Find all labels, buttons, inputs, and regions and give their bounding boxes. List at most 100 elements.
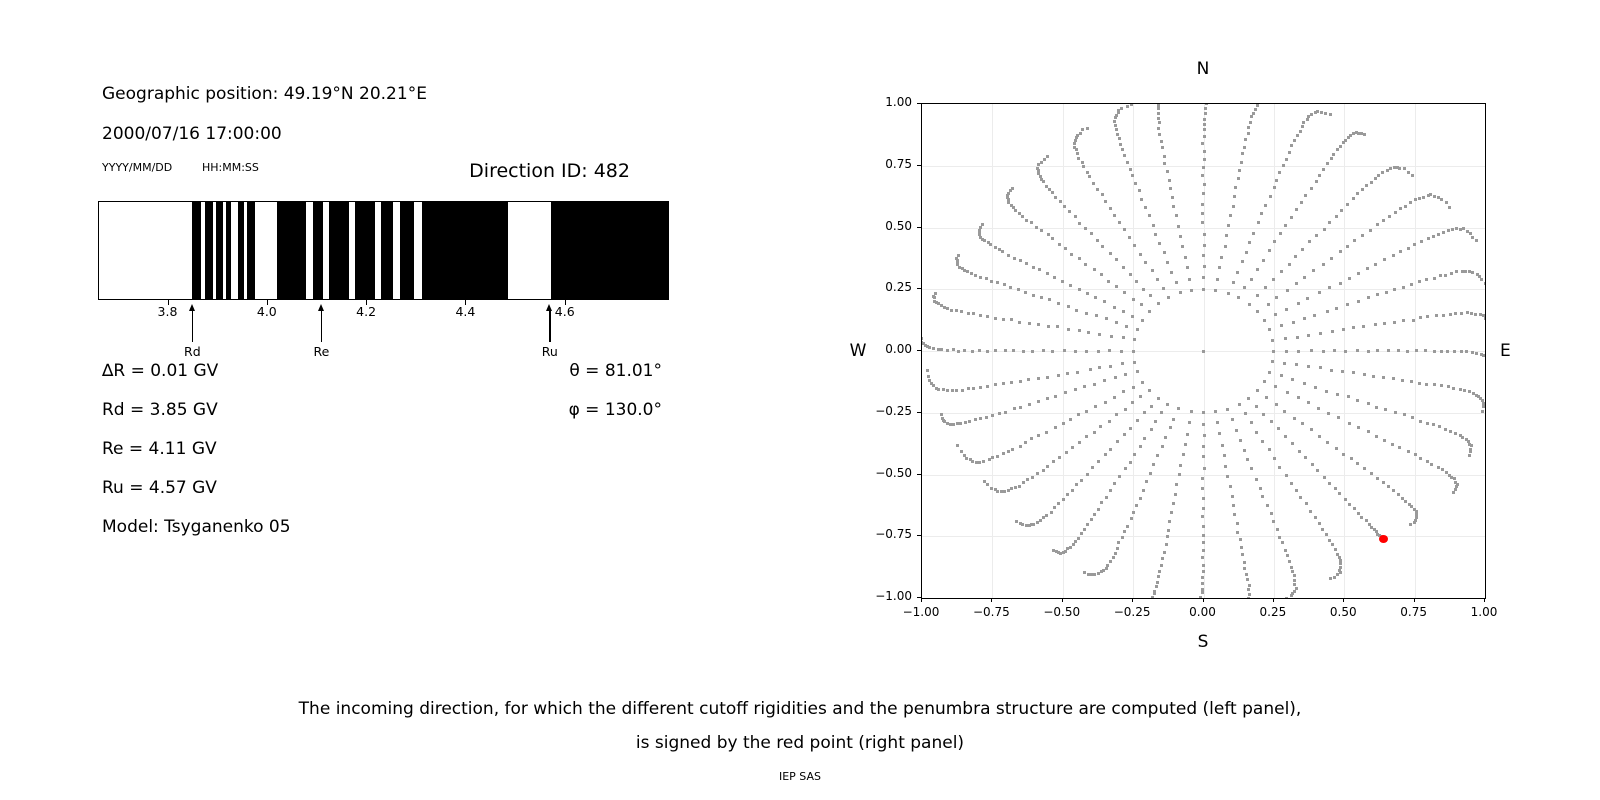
direction-dot [1086,472,1090,476]
direction-dot [1097,571,1101,575]
direction-dot [1039,177,1043,181]
direction-dot [1036,323,1040,327]
direction-dot [1418,457,1422,461]
direction-dot [1202,433,1206,437]
direction-dot [972,312,976,316]
direction-dot [1266,303,1270,307]
direction-dot [1285,390,1289,394]
direction-dot [1030,349,1034,353]
cardinal-label-south: S [1197,632,1209,652]
direction-dot [1202,192,1206,196]
direction-dot [1388,166,1392,170]
direction-dot [1063,549,1067,553]
direction-dot [1070,488,1074,492]
direction-dot [1233,513,1237,517]
direction-dot [1053,395,1057,399]
direction-dot [1338,250,1342,254]
direction-dot [1143,436,1147,440]
direction-dot [1167,528,1171,532]
direction-dot [1041,468,1045,472]
direction-dot [1396,349,1400,353]
direction-dot [1317,407,1321,411]
direction-dot [1026,378,1030,382]
direction-dot [1149,471,1153,475]
x-axis-tick [1272,598,1274,602]
direction-dot [1109,559,1113,563]
direction-dot [1299,201,1303,205]
direction-dot [1366,350,1370,354]
direction-dot [1203,112,1207,115]
direction-dot [939,412,943,416]
cardinal-label-east: E [1500,341,1511,361]
direction-dot [1060,280,1064,284]
direction-dot [1202,243,1206,247]
direction-dot [1181,452,1185,456]
direction-dot [1244,573,1248,577]
direction-dot [1045,397,1049,401]
direction-dot [1276,427,1280,431]
direction-dot [1348,421,1352,425]
direction-dot [1343,498,1347,502]
direction-dot [967,387,971,391]
direction-dot [1294,282,1298,286]
direction-dot [991,413,994,417]
direction-dot [1242,145,1246,149]
direction-dot [1334,486,1337,490]
penumbra-axis-tick-label: 3.8 [157,304,178,319]
direction-dot [960,388,964,392]
direction-dot [998,411,1002,415]
direction-dot [1418,197,1422,201]
direction-dot [1454,480,1458,484]
direction-dot [1115,321,1119,325]
direction-dot [1122,433,1126,437]
direction-dot [1469,450,1473,453]
direction-dot [977,232,981,236]
direction-dot [1168,425,1172,429]
ring-dot [1226,291,1230,295]
direction-dot [1307,400,1311,404]
direction-dot [956,444,960,448]
direction-dot [1132,510,1136,514]
direction-dot [1287,262,1291,266]
ring-dot [1177,407,1181,411]
direction-dot [963,420,967,424]
direction-dot [1467,454,1471,458]
direction-dot [1172,417,1176,421]
direction-dot [1269,512,1273,516]
direction-dot [1046,325,1050,329]
direction-dot [1150,595,1154,598]
direction-dot [1382,219,1386,223]
penumbra-axis-tick-label: 4.6 [554,304,575,319]
direction-dot [1074,136,1078,140]
direction-dot [1439,274,1443,278]
direction-dot [1009,487,1013,491]
value-phi: φ = 130.0° [568,400,662,420]
direction-dot [937,302,941,306]
direction-dot [1471,350,1475,354]
direction-dot [1407,171,1411,175]
geographic-position-text: Geographic position: 49.19°N 20.21°E [102,84,427,104]
direction-dot [963,348,967,352]
cardinal-label-north: N [1196,59,1210,79]
direction-dot [935,300,939,304]
direction-dot [1326,440,1330,444]
direction-dot [1202,541,1206,545]
direction-dot [993,316,997,320]
direction-dot [1317,521,1321,525]
direction-dot [1099,424,1103,428]
direction-dot [1044,184,1048,188]
direction-dot [1369,229,1373,233]
direction-dot [1088,368,1092,372]
direction-dot [1164,543,1168,547]
direction-dot [1127,236,1131,240]
direction-dot [1148,597,1152,598]
direction-dot [969,458,973,462]
direction-dot [1185,266,1189,270]
direction-dot [1280,269,1284,273]
direction-dot [1164,435,1168,439]
direction-dot [948,422,952,426]
direction-dot [1335,446,1339,450]
direction-dot [1093,573,1097,577]
direction-dot [1032,293,1036,297]
direction-dot [1483,281,1485,285]
